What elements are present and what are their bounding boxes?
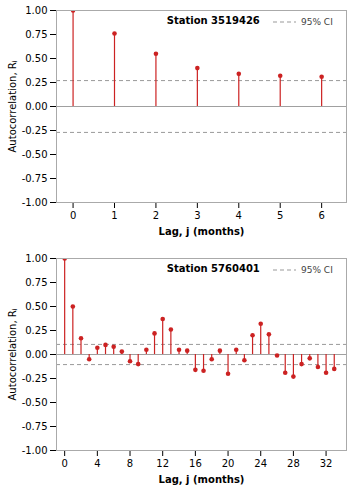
svg-text:1.00: 1.00 bbox=[25, 5, 47, 16]
svg-text:0.25: 0.25 bbox=[25, 77, 47, 88]
svg-text:32: 32 bbox=[320, 458, 333, 469]
svg-text:0.50: 0.50 bbox=[25, 53, 47, 64]
svg-text:0.75: 0.75 bbox=[25, 29, 47, 40]
svg-text:-0.25: -0.25 bbox=[22, 125, 48, 136]
svg-text:Station 5760401: Station 5760401 bbox=[167, 263, 260, 274]
svg-text:2: 2 bbox=[153, 210, 159, 221]
svg-text:95% CI: 95% CI bbox=[301, 17, 333, 27]
svg-text:Lag, j (months): Lag, j (months) bbox=[159, 226, 245, 237]
svg-text:Autocorrelation, Rⱼ: Autocorrelation, Rⱼ bbox=[7, 60, 18, 152]
svg-text:24: 24 bbox=[254, 458, 267, 469]
svg-text:Autocorrelation, Rⱼ: Autocorrelation, Rⱼ bbox=[7, 308, 18, 400]
svg-text:0: 0 bbox=[70, 210, 76, 221]
svg-text:1: 1 bbox=[111, 210, 117, 221]
svg-text:0.75: 0.75 bbox=[25, 277, 47, 288]
svg-text:-0.50: -0.50 bbox=[22, 149, 48, 160]
svg-text:12: 12 bbox=[156, 458, 169, 469]
svg-text:Station 3519426: Station 3519426 bbox=[167, 15, 260, 26]
svg-text:20: 20 bbox=[222, 458, 235, 469]
svg-text:4: 4 bbox=[236, 210, 242, 221]
svg-text:3: 3 bbox=[194, 210, 200, 221]
svg-text:-1.00: -1.00 bbox=[22, 445, 48, 456]
svg-text:5: 5 bbox=[277, 210, 283, 221]
svg-text:0.25: 0.25 bbox=[25, 325, 47, 336]
svg-text:95% CI: 95% CI bbox=[301, 265, 333, 275]
svg-text:-0.75: -0.75 bbox=[22, 421, 48, 432]
svg-text:0.00: 0.00 bbox=[25, 349, 47, 360]
svg-text:Lag, j (months): Lag, j (months) bbox=[159, 474, 245, 485]
svg-text:16: 16 bbox=[189, 458, 202, 469]
svg-text:4: 4 bbox=[94, 458, 100, 469]
svg-text:28: 28 bbox=[287, 458, 300, 469]
svg-text:0: 0 bbox=[61, 458, 67, 469]
svg-text:-0.50: -0.50 bbox=[22, 397, 48, 408]
svg-text:1.00: 1.00 bbox=[25, 253, 47, 264]
svg-text:0.50: 0.50 bbox=[25, 301, 47, 312]
svg-text:-0.25: -0.25 bbox=[22, 373, 48, 384]
svg-text:0.00: 0.00 bbox=[25, 101, 47, 112]
svg-text:6: 6 bbox=[318, 210, 324, 221]
svg-text:-0.75: -0.75 bbox=[22, 173, 48, 184]
svg-text:-1.00: -1.00 bbox=[22, 197, 48, 208]
svg-text:8: 8 bbox=[127, 458, 133, 469]
